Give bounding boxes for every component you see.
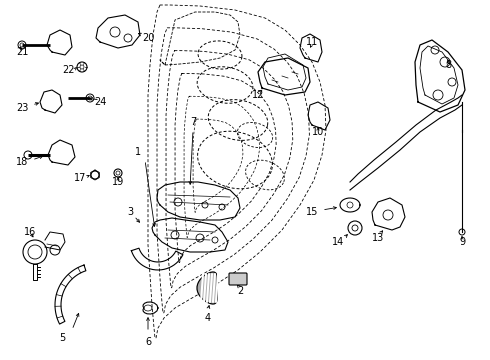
Text: 15: 15	[306, 207, 318, 217]
Polygon shape	[197, 272, 217, 304]
Text: 9: 9	[459, 237, 465, 247]
Text: 8: 8	[445, 60, 451, 70]
Text: 19: 19	[112, 177, 124, 187]
Text: 18: 18	[16, 157, 28, 167]
Text: 14: 14	[332, 237, 344, 247]
Text: 23: 23	[16, 103, 28, 113]
Text: 5: 5	[59, 333, 65, 343]
Text: 3: 3	[127, 207, 133, 217]
Text: 13: 13	[372, 233, 384, 243]
Text: 2: 2	[237, 286, 243, 296]
Text: 24: 24	[94, 97, 106, 107]
Text: 12: 12	[252, 90, 264, 100]
Text: 16: 16	[24, 227, 36, 237]
Text: 22: 22	[62, 65, 74, 75]
Text: 11: 11	[306, 37, 318, 47]
Text: 10: 10	[312, 127, 324, 137]
Text: 1: 1	[135, 147, 141, 157]
Text: 21: 21	[16, 47, 28, 57]
Text: 6: 6	[145, 337, 151, 347]
Text: 7: 7	[190, 117, 196, 127]
Text: 17: 17	[74, 173, 86, 183]
FancyBboxPatch shape	[229, 273, 247, 285]
Text: 20: 20	[142, 33, 154, 43]
Text: 4: 4	[205, 313, 211, 323]
